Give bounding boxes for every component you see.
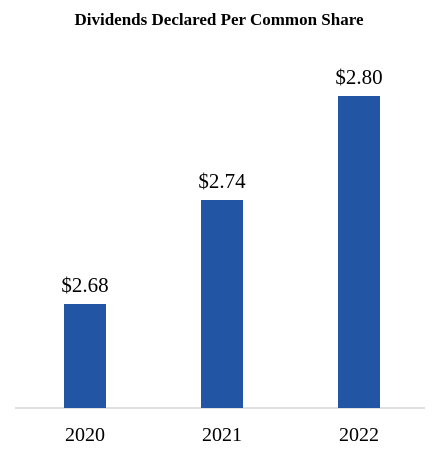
x-tick-label-2022: 2022	[339, 424, 379, 446]
bar-2020	[64, 304, 106, 408]
value-label-2021: $2.74	[198, 169, 246, 193]
value-label-2020: $2.68	[61, 273, 108, 297]
bar-2021	[201, 200, 243, 408]
chart-title: Dividends Declared Per Common Share	[74, 10, 364, 29]
value-label-2022: $2.80	[335, 65, 382, 89]
x-tick-labels-group: 2020 2021 2022	[65, 424, 379, 446]
x-tick-label-2021: 2021	[202, 424, 242, 446]
bar-2022	[338, 96, 380, 408]
x-tick-label-2020: 2020	[65, 424, 105, 446]
value-labels-group: $2.68 $2.74 $2.80	[61, 65, 382, 297]
bars-group	[64, 96, 380, 408]
